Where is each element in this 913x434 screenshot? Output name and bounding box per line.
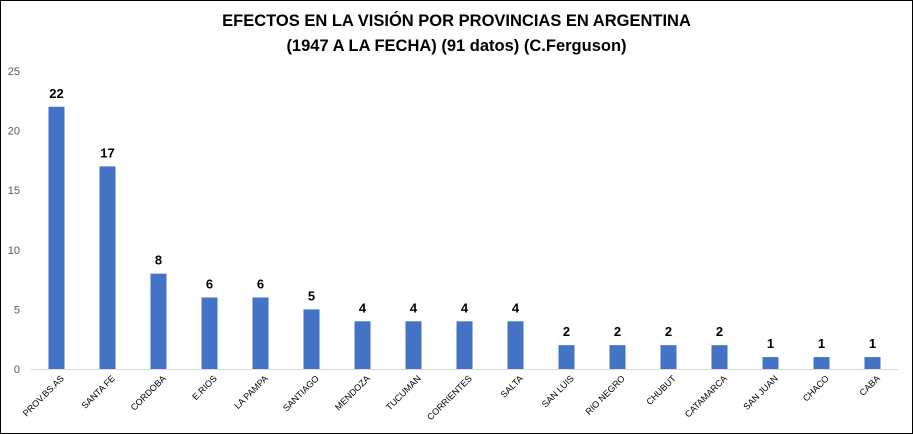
y-tick-label: 15 <box>8 185 20 197</box>
bar <box>558 345 575 369</box>
category-label: SAN JUAN <box>741 373 780 412</box>
category-label: CHUBUT <box>644 373 678 407</box>
category-label: CABA <box>858 373 882 397</box>
data-label: 8 <box>155 253 162 268</box>
y-tick-label: 25 <box>8 66 20 78</box>
bar <box>303 309 320 369</box>
category-label: E.RIOS <box>190 373 219 402</box>
bar <box>99 166 116 369</box>
category-label: RIO NEGRO <box>583 373 626 416</box>
category-label: CATAMARCA <box>683 373 729 419</box>
data-label: 4 <box>512 300 520 315</box>
data-label: 22 <box>49 86 63 101</box>
category-labels: PROV.BS.AS SANTA FE CORDOBA E.RIOS LA PAMPA S… <box>21 373 882 422</box>
data-label: 1 <box>767 336 774 351</box>
y-axis: 0 5 10 15 20 25 <box>8 66 20 376</box>
category-label: LA PAMPA <box>232 373 270 411</box>
y-tick-label: 0 <box>14 364 20 376</box>
bar <box>864 357 881 369</box>
bar <box>762 357 779 369</box>
bar <box>456 321 473 369</box>
bar <box>507 321 524 369</box>
category-label: CORDOBA <box>129 373 168 412</box>
data-label: 1 <box>818 336 825 351</box>
bar <box>405 321 422 369</box>
data-label: 6 <box>257 276 264 291</box>
data-label: 5 <box>308 288 315 303</box>
bars <box>48 106 881 369</box>
bar <box>609 345 626 369</box>
data-label: 2 <box>716 324 723 339</box>
y-tick-label: 5 <box>14 304 20 316</box>
data-label: 4 <box>461 300 469 315</box>
data-label: 17 <box>100 145 114 160</box>
bar <box>201 297 218 369</box>
category-label: CORRIENTES <box>425 373 474 422</box>
category-label: SALTA <box>499 373 525 399</box>
data-label: 2 <box>563 324 570 339</box>
category-label: SANTA FE <box>80 373 117 410</box>
bar <box>252 297 269 369</box>
category-label: TUCUMAN <box>384 373 423 412</box>
data-label: 1 <box>869 336 876 351</box>
bar <box>711 345 728 369</box>
category-label: SAN LUIS <box>540 373 576 409</box>
category-label: CHACO <box>801 373 831 403</box>
category-label: PROV.BS.AS <box>21 373 66 418</box>
bar <box>813 357 830 369</box>
data-label: 4 <box>359 300 367 315</box>
bar <box>354 321 371 369</box>
category-label: MENDOZA <box>333 373 372 412</box>
chart-title: EFECTOS EN LA VISIÓN POR PROVINCIAS EN A… <box>222 12 691 30</box>
data-label: 2 <box>665 324 672 339</box>
data-label: 6 <box>206 276 213 291</box>
data-label: 4 <box>410 300 418 315</box>
bar <box>150 273 167 369</box>
category-label: SANTIAGO <box>281 373 321 413</box>
y-tick-label: 20 <box>8 126 20 138</box>
bar <box>660 345 677 369</box>
data-label: 2 <box>614 324 621 339</box>
chart-subtitle: (1947 A LA FECHA) (91 datos) (C.Ferguson… <box>286 37 627 55</box>
y-tick-label: 10 <box>8 245 20 257</box>
chart-title-block: EFECTOS EN LA VISIÓN POR PROVINCIAS EN A… <box>1 9 912 59</box>
bar <box>48 106 65 369</box>
